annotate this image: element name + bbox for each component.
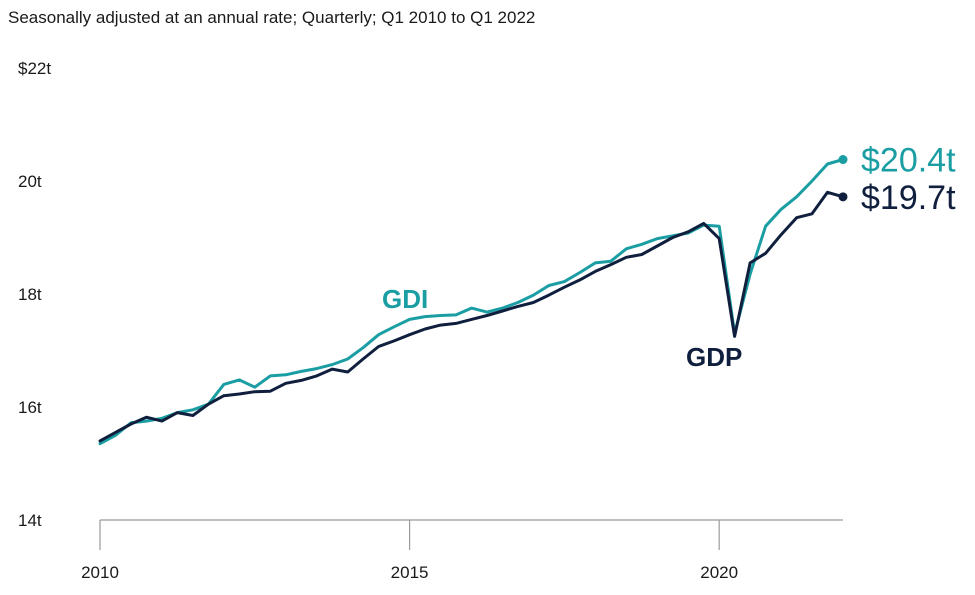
chart-subtitle: Seasonally adjusted at an annual rate; Q… [8,8,536,27]
gdp-end-label: $19.7t [861,179,956,217]
y-tick-label: 14t [18,511,42,530]
gdp-series-label: GDP [686,342,742,372]
y-tick-label: $22t [18,59,51,78]
x-tick-label: 2020 [700,563,738,582]
gdp-end-point [838,192,848,202]
series-lines [98,155,848,446]
x-tick-label: 2010 [81,563,119,582]
gdi-end-label: $20.4t [861,142,956,180]
x-tick-label: 2015 [391,563,429,582]
y-tick-label: 16t [18,398,42,417]
series-labels: $20.4t$19.7t GDI GDP [382,142,956,372]
gdp-line [98,190,845,443]
gdi-series-label: GDI [382,284,428,314]
gdi-end-point [838,155,848,165]
x-axis: 2010 2015 2020 [81,519,843,582]
y-tick-label: 18t [18,285,42,304]
y-tick-label: 20t [18,172,42,191]
gdi-line [98,158,845,446]
y-axis-ticks: $22t 20t 18t 16t 14t [18,59,51,530]
